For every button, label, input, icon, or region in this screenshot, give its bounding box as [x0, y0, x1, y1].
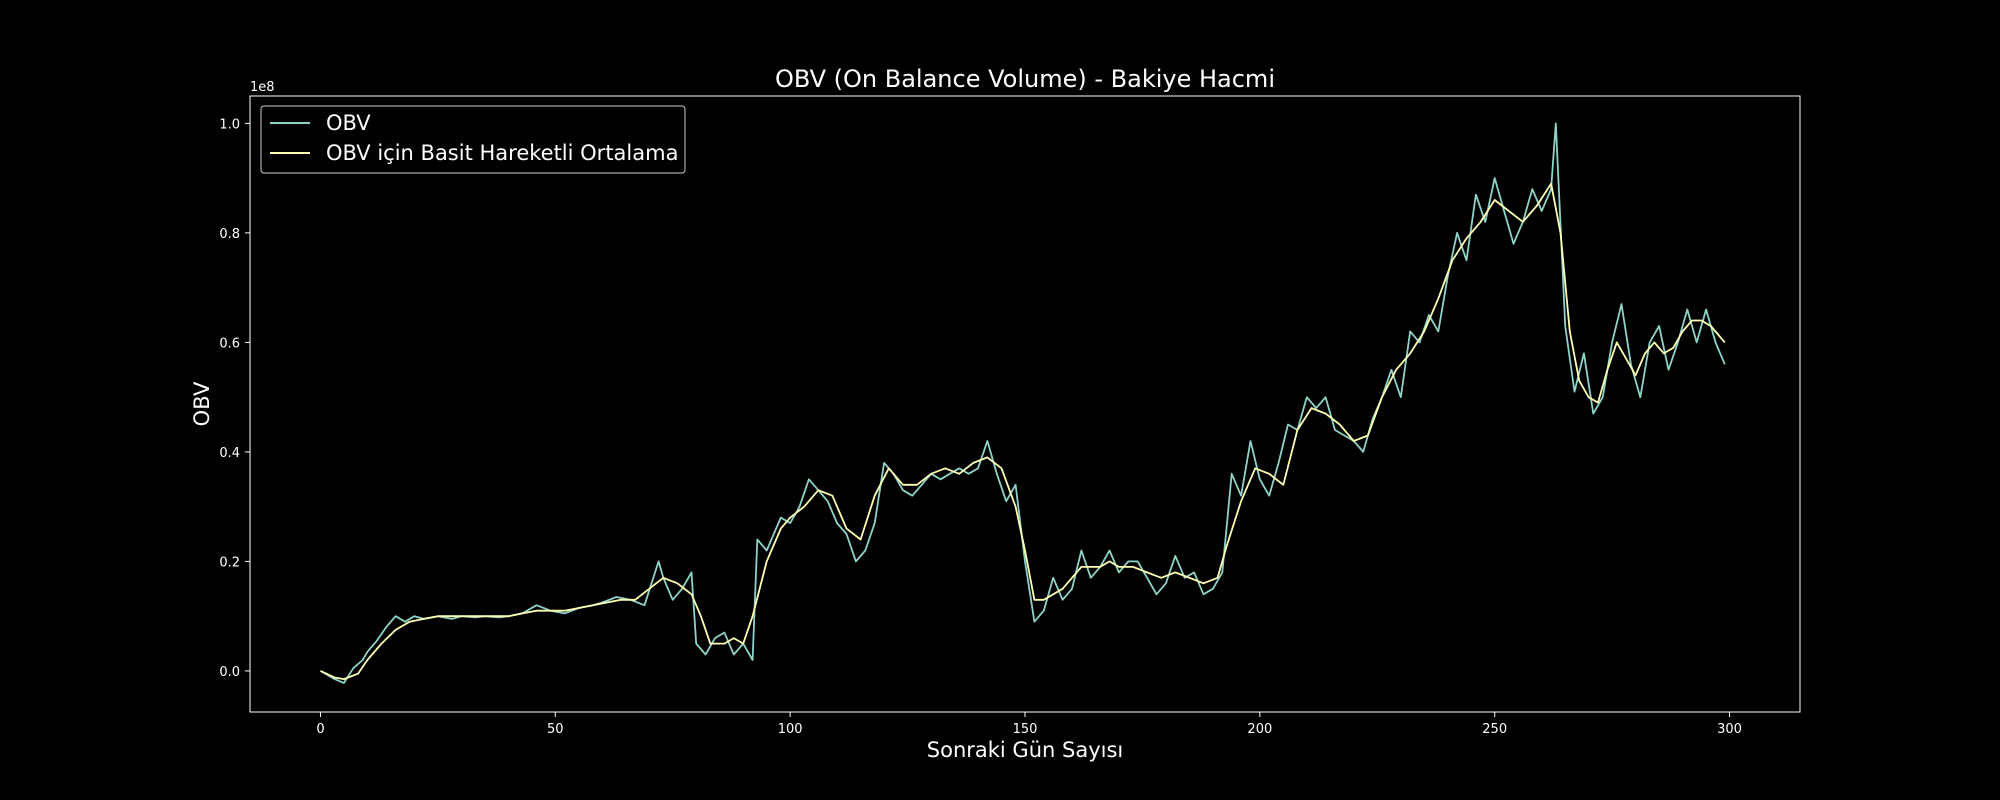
x-tick-label: 300 [1717, 722, 1742, 737]
legend-label-sma: OBV için Basit Hareketli Ortalama [326, 141, 678, 165]
x-tick-label: 200 [1247, 722, 1272, 737]
y-axis-label: OBV [190, 381, 214, 426]
legend-box [260, 105, 686, 174]
series-layer [320, 122, 1726, 684]
x-tick-label: 250 [1482, 722, 1507, 737]
y-tick-label: 0.0 [219, 665, 240, 680]
legend: OBV OBV için Basit Hareketli Ortalama [260, 105, 686, 174]
x-tick-label: 150 [1013, 722, 1038, 737]
y-tick-label: 0.2 [219, 555, 240, 570]
y-tick-label: 1.0 [219, 117, 240, 132]
x-tick-label: 0 [316, 722, 324, 737]
y-axis: 0.0 0.2 0.4 0.6 0.8 1.0 [219, 117, 250, 680]
y-tick-label: 0.8 [219, 227, 240, 242]
x-axis: 0 50 100 150 200 250 300 [316, 712, 1742, 737]
y-tick-label: 0.6 [219, 336, 240, 351]
y-scale-label: 1e8 [250, 80, 275, 95]
series-line-sma [320, 182, 1726, 680]
x-tick-label: 50 [547, 722, 564, 737]
legend-label-obv: OBV [326, 111, 371, 135]
x-axis-label: Sonraki Gün Sayısı [927, 738, 1123, 762]
x-tick-label: 100 [778, 722, 803, 737]
chart-title: OBV (On Balance Volume) - Bakiye Hacmi [775, 65, 1275, 93]
y-tick-label: 0.4 [219, 446, 240, 461]
